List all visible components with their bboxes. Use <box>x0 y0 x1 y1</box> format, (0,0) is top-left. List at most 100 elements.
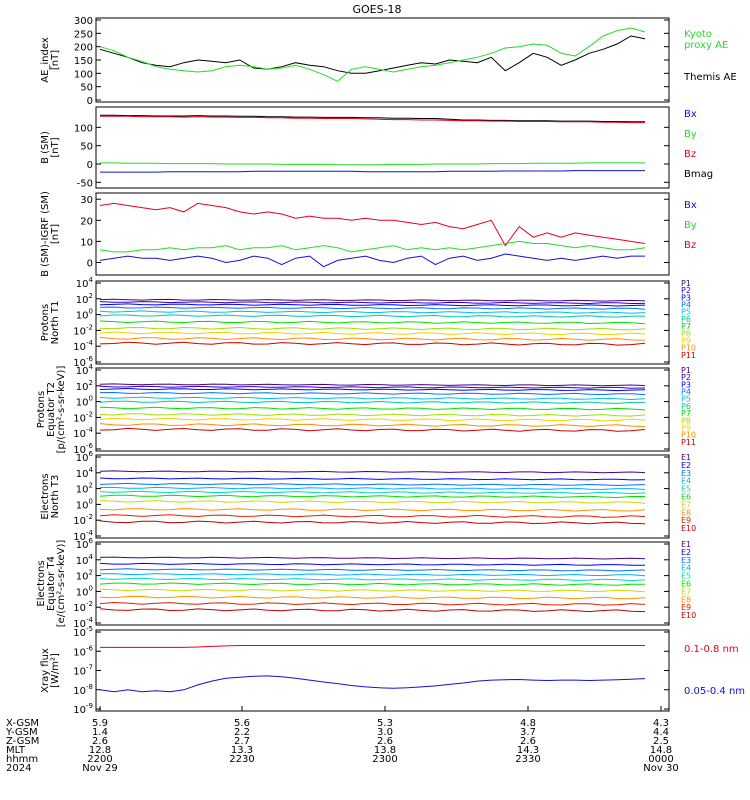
y-axis-label: North T1 <box>50 301 61 345</box>
series-line <box>99 423 646 428</box>
y-tick-label: 10-9 <box>73 702 93 716</box>
legend-label: 0.1-0.8 nm <box>684 644 739 655</box>
x-tick-label: 3.0 <box>377 727 393 738</box>
y-tick-label: 10-2 <box>73 513 93 527</box>
legend-label: P3 <box>681 380 691 389</box>
panel-bd: 0 10 20 30 B (SM)-IGRF (SM) [nT] Bx By Bz <box>40 191 697 277</box>
panel-xr: 10-9 10-8 10-7 10-6 10-5 Xray flux [W/m²] 0.1-0… <box>40 625 745 716</box>
x-tick-label: 5.3 <box>377 718 393 729</box>
panel-frame <box>95 17 670 103</box>
y-axis-label: Electrons <box>40 473 51 519</box>
x-tick-label: Nov 29 <box>82 763 117 774</box>
x-tick-label: 1.4 <box>92 727 108 738</box>
y-axis-label: AE_index <box>40 37 51 83</box>
series-line <box>99 508 646 512</box>
x-tick-label: 5.6 <box>234 718 250 729</box>
x-tick-label: 2.7 <box>234 736 250 747</box>
y-tick-label: 104 <box>76 466 94 480</box>
x-tick-label: 13.8 <box>374 745 396 756</box>
series-line <box>99 336 646 341</box>
x-tick-label: 4.4 <box>653 727 669 738</box>
legend-label: P1 <box>681 279 691 288</box>
y-tick-label: 50 <box>80 142 93 153</box>
y-axis-label: [nT] <box>50 50 61 70</box>
legend-label: E8 <box>681 595 691 604</box>
legend-label: Bz <box>684 149 696 160</box>
y-tick-label: 100 <box>76 308 93 322</box>
legend-label: E10 <box>681 524 696 533</box>
legend-label: E6 <box>681 580 691 589</box>
y-tick-label: 10-8 <box>73 683 93 697</box>
y-tick-label: 250 <box>74 29 93 40</box>
legend-label: P11 <box>681 351 696 360</box>
x-tick-label: 0000 <box>648 754 673 765</box>
panel-b: -50 0 50 100 B (SM) [nT] Bx By Bz Bmag <box>40 106 713 189</box>
series-line <box>99 520 646 525</box>
legend-label: P9 <box>681 336 691 345</box>
series-line <box>99 514 646 518</box>
series-line <box>99 385 646 389</box>
legend-label: Themis AE <box>683 72 737 83</box>
x-tick-label: Nov 30 <box>643 763 678 774</box>
y-axis-label: North T3 <box>50 475 61 519</box>
series-line <box>99 326 646 331</box>
y-tick-label: 0 <box>87 160 93 171</box>
y-axis-label: Equator T2 <box>46 382 57 437</box>
y-tick-label: 104 <box>76 363 94 377</box>
legend-label: E7 <box>681 500 691 509</box>
y-tick-label: 10-4 <box>73 339 93 353</box>
series-line <box>99 470 646 474</box>
x-tick-label: 4.3 <box>653 718 669 729</box>
legend-label: E8 <box>681 508 691 517</box>
y-axis-label: Protons <box>40 304 51 341</box>
y-axis-label: [e/(cm²-s-sr-keV)] <box>56 540 67 628</box>
series-line <box>99 396 646 401</box>
y-tick-label: 102 <box>76 569 93 583</box>
y-tick-label: 10-5 <box>73 625 93 639</box>
legend-label: Bmag <box>684 169 713 180</box>
series-line <box>99 35 646 74</box>
legend-label: P2 <box>681 373 691 382</box>
legend-label: P7 <box>681 409 691 418</box>
series-line <box>99 298 646 302</box>
series-line <box>99 562 646 566</box>
y-tick-label: -50 <box>77 178 93 189</box>
x-tick-label: 3.7 <box>520 727 536 738</box>
y-axis-label: Xray flux <box>40 648 51 693</box>
legend-label: By <box>684 129 697 140</box>
legend-label: P1 <box>681 366 691 375</box>
series-line <box>99 383 646 387</box>
y-tick-label: 104 <box>76 276 94 290</box>
x-tick-label: 2330 <box>515 754 540 765</box>
series-line <box>99 306 646 310</box>
y-tick-label: 10-2 <box>73 600 93 614</box>
legend-label: E4 <box>681 477 691 486</box>
series-line <box>99 477 646 481</box>
legend-label: P3 <box>681 293 691 302</box>
y-tick-label: 100 <box>76 497 93 511</box>
panel-ae: 0 50 100 150 200 250 300 AE_index [nT] Kyotoproxy… <box>40 16 737 107</box>
panel-frame <box>95 541 670 626</box>
y-tick-label: 30 <box>80 195 93 206</box>
series-line <box>99 240 646 253</box>
series-line <box>99 417 646 422</box>
legend-label: Bx <box>684 200 697 211</box>
y-tick-label: 102 <box>76 379 93 393</box>
y-tick-label: 0 <box>87 96 93 107</box>
series-line <box>99 595 646 600</box>
x-tick-label: 2300 <box>372 754 397 765</box>
series-line <box>100 645 645 648</box>
series-line <box>99 427 646 432</box>
x-axis-row-label: X-GSM <box>6 718 39 729</box>
series-line <box>99 582 645 586</box>
legend-label: 0.05-0.4 nm <box>684 686 745 697</box>
series-line <box>99 494 645 499</box>
x-axis-row-label: 2024 <box>6 763 31 774</box>
y-axis-label: B (SM)-IGRF (SM) <box>40 191 51 277</box>
series-line <box>99 568 646 572</box>
y-tick-label: 10-6 <box>73 644 93 658</box>
y-tick-label: 106 <box>76 537 94 551</box>
series-line <box>99 310 646 314</box>
series-line <box>99 556 646 560</box>
